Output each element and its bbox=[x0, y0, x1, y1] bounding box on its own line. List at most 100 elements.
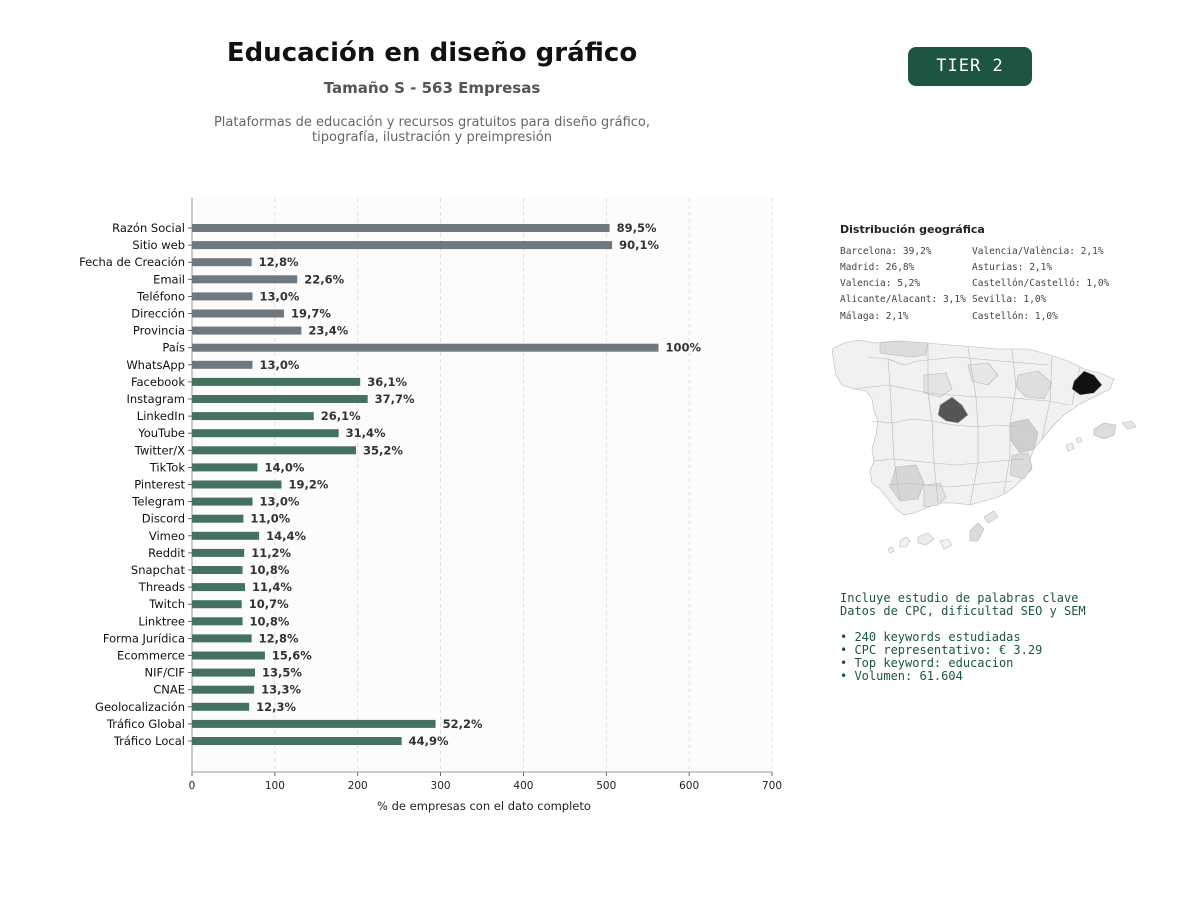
bar-value-label: 11,4% bbox=[252, 580, 292, 594]
x-tick-label: 600 bbox=[679, 780, 699, 792]
bar-value-label: 10,7% bbox=[249, 597, 289, 611]
page-description: Plataformas de educación y recursos grat… bbox=[132, 115, 732, 145]
bar bbox=[192, 275, 298, 284]
geo-item: Valencia: 5,2% bbox=[840, 278, 921, 289]
map-province bbox=[923, 482, 947, 508]
map-island bbox=[917, 532, 935, 546]
bar bbox=[192, 531, 260, 540]
category-label: Twitter/X bbox=[134, 443, 185, 457]
bar bbox=[192, 702, 250, 711]
x-tick-label: 300 bbox=[431, 780, 451, 792]
bar bbox=[192, 566, 243, 574]
map-island bbox=[983, 510, 999, 524]
bar-value-label: 26,1% bbox=[321, 409, 361, 423]
page-title: Educación en diseño gráfico bbox=[226, 38, 638, 68]
geo-item: Barcelona: 39,2% bbox=[840, 246, 932, 257]
category-label: WhatsApp bbox=[126, 358, 185, 372]
map-island bbox=[1065, 442, 1075, 452]
bar-value-label: 13,0% bbox=[259, 289, 299, 303]
map-island bbox=[1075, 436, 1083, 444]
bar-value-label: 13,5% bbox=[262, 666, 302, 680]
category-label: YouTube bbox=[137, 426, 185, 440]
bar-value-label: 14,0% bbox=[264, 460, 304, 474]
bar bbox=[192, 446, 357, 455]
bar-value-label: 37,7% bbox=[375, 392, 415, 406]
bar-value-label: 31,4% bbox=[346, 426, 386, 440]
geo-item: Castellón/Castelló: 1,0% bbox=[972, 278, 1110, 289]
category-label: País bbox=[162, 341, 185, 355]
category-label: Dirección bbox=[131, 307, 185, 321]
bar-value-label: 100% bbox=[665, 341, 701, 355]
map-island bbox=[1093, 422, 1117, 440]
bar-value-label: 89,5% bbox=[617, 221, 657, 235]
geo-title: Distribución geográfica bbox=[840, 223, 985, 236]
category-label: Razón Social bbox=[112, 221, 185, 235]
geo-item: Alicante/Alacant: 3,1% bbox=[840, 294, 966, 305]
keyword-bullet: • Volumen: 61.604 bbox=[840, 669, 963, 683]
bar-value-label: 36,1% bbox=[367, 375, 407, 389]
bar bbox=[192, 737, 402, 745]
bar bbox=[192, 429, 339, 438]
bar bbox=[192, 617, 243, 626]
keyword-bullet: • Top keyword: educacion bbox=[840, 656, 1014, 670]
category-label: Geolocalización bbox=[95, 700, 185, 714]
bar bbox=[192, 634, 252, 643]
plot-area bbox=[192, 198, 772, 772]
geo-item: Madrid: 26,8% bbox=[840, 262, 915, 273]
bar-value-label: 44,9% bbox=[409, 734, 449, 748]
bar-value-label: 13,0% bbox=[259, 495, 299, 509]
bar-value-label: 22,6% bbox=[304, 272, 344, 286]
bar bbox=[192, 360, 253, 369]
bar bbox=[192, 719, 436, 728]
map-island bbox=[939, 538, 953, 550]
map-island bbox=[887, 546, 895, 554]
x-tick-label: 400 bbox=[513, 780, 533, 792]
category-label: NIF/CIF bbox=[144, 666, 185, 680]
bar bbox=[192, 343, 659, 352]
category-label: Twitch bbox=[148, 597, 185, 611]
keyword-bullet: • CPC representativo: € 3.29 bbox=[840, 643, 1043, 657]
category-label: Fecha de Creación bbox=[79, 255, 185, 269]
bar-value-label: 23,4% bbox=[308, 324, 348, 338]
description-line-2: tipografía, ilustración y preimpresión bbox=[312, 130, 552, 145]
bar-value-label: 12,8% bbox=[259, 255, 299, 269]
page-subtitle: Tamaño S - 563 Empresas bbox=[323, 79, 541, 97]
bar bbox=[192, 600, 242, 609]
keyword-bullet: • 240 keywords estudiadas bbox=[840, 630, 1021, 644]
map-province-barcelona bbox=[1071, 370, 1103, 396]
category-label: Ecommerce bbox=[117, 649, 185, 663]
bar bbox=[192, 395, 368, 403]
bar bbox=[192, 514, 244, 523]
keywords-block: Incluye estudio de palabras clave Datos … bbox=[840, 592, 1086, 683]
bar-value-label: 35,2% bbox=[363, 443, 403, 457]
category-label: Tráfico Local bbox=[113, 734, 185, 748]
tier-badge: TIER 2 bbox=[908, 47, 1032, 86]
bar bbox=[192, 463, 258, 472]
bar-value-label: 11,0% bbox=[250, 512, 290, 526]
category-label: Snapchat bbox=[131, 563, 186, 577]
geo-item: Valencia/València: 2,1% bbox=[972, 246, 1104, 257]
bar-value-label: 15,6% bbox=[272, 649, 312, 663]
bar-value-label: 19,7% bbox=[291, 307, 331, 321]
category-label: Tráfico Global bbox=[106, 717, 185, 731]
x-tick-label: 500 bbox=[596, 780, 616, 792]
bar-value-label: 11,2% bbox=[251, 546, 291, 560]
category-label: Email bbox=[153, 272, 185, 286]
keywords-line-1: Incluye estudio de palabras clave bbox=[840, 591, 1079, 605]
bar-value-label: 10,8% bbox=[250, 614, 290, 628]
category-label: Provincia bbox=[133, 324, 185, 338]
bar-value-label: 19,2% bbox=[288, 478, 328, 492]
map-province-madrid bbox=[937, 396, 969, 424]
x-tick-label: 0 bbox=[189, 780, 196, 792]
bar-chart: 0 100 200 300 400 500 600 700 % de empresas con … bbox=[79, 198, 782, 813]
bar bbox=[192, 685, 255, 694]
bar bbox=[192, 224, 610, 232]
keywords-line-2: Datos de CPC, dificultad SEO y SEM bbox=[840, 604, 1086, 618]
bar bbox=[192, 258, 252, 267]
category-label: Linktree bbox=[138, 614, 185, 628]
category-label: Teléfono bbox=[136, 289, 185, 303]
bar-value-label: 12,8% bbox=[259, 631, 299, 645]
category-label: Forma Jurídica bbox=[103, 631, 185, 645]
category-label: Sitio web bbox=[132, 238, 185, 252]
map-island bbox=[1121, 420, 1137, 430]
